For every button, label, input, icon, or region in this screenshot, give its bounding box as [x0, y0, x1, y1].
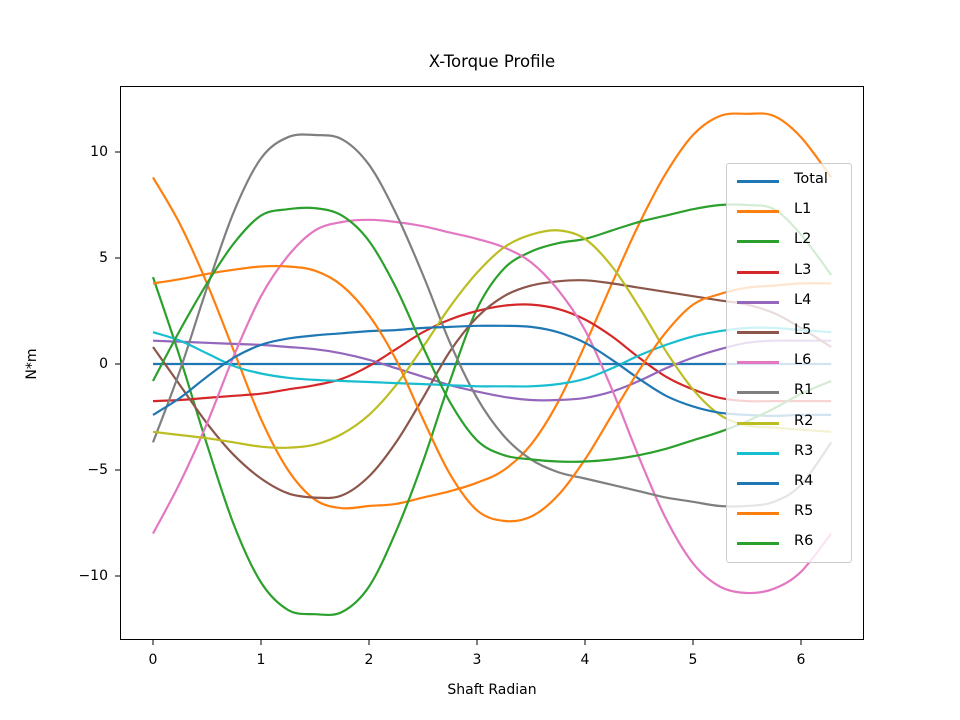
series-line-l2	[151, 203, 833, 617]
legend: Total L1 L2 L3 L4 L5 L6 R1 R2 R3 R4 R5 R6	[726, 163, 852, 563]
legend-swatch	[737, 451, 779, 455]
plot-lines	[151, 112, 833, 617]
y-tick-label: 0	[99, 356, 108, 372]
legend-label: Total	[794, 171, 828, 187]
legend-item-r5: R5	[727, 498, 851, 528]
legend-swatch	[737, 542, 779, 546]
legend-swatch	[737, 240, 779, 244]
legend-swatch	[737, 391, 779, 395]
series-line-l3	[152, 303, 832, 403]
plot-frame	[120, 86, 864, 640]
x-tick-label: 6	[796, 652, 806, 668]
x-tick-label: 0	[148, 652, 158, 668]
legend-item-l5: L5	[727, 317, 851, 347]
x-tick-label: 2	[364, 652, 374, 668]
legend-label: R1	[794, 382, 814, 399]
legend-swatch	[737, 210, 779, 214]
axis-ticks	[115, 151, 802, 645]
legend-swatch	[737, 421, 779, 425]
y-tick-label: 5	[99, 250, 108, 266]
legend-swatch	[737, 300, 779, 304]
series-line-r3	[152, 326, 832, 388]
legend-swatch	[737, 482, 779, 485]
legend-item-l2: L2	[727, 226, 851, 256]
legend-item-l4: L4	[727, 287, 851, 317]
legend-swatch	[737, 270, 779, 274]
y-tick-label: −10	[78, 568, 108, 584]
legend-swatch	[737, 361, 779, 365]
legend-item-l3: L3	[727, 257, 851, 287]
legend-label: L5	[794, 322, 812, 338]
legend-label: L6	[794, 352, 812, 369]
legend-item-r4: R4	[727, 468, 851, 498]
x-tick-label: 3	[472, 652, 482, 668]
legend-item-r3: R3	[727, 438, 851, 468]
series-line-r1	[151, 133, 833, 508]
series-line-l5	[152, 279, 832, 500]
legend-label: R4	[794, 473, 814, 489]
legend-item-r2: R2	[727, 408, 851, 438]
legend-item-l6: L6	[727, 347, 851, 377]
series-line-r4	[152, 324, 832, 418]
series-line-r6	[152, 206, 832, 463]
x-tick-label: 5	[688, 652, 698, 668]
legend-item-r1: R1	[727, 377, 851, 407]
legend-label: R3	[794, 442, 814, 459]
legend-item-total: Total	[727, 166, 851, 196]
legend-label: L3	[794, 261, 812, 278]
legend-label: L1	[794, 201, 812, 218]
legend-label: R5	[794, 503, 814, 520]
legend-label: R6	[794, 533, 814, 550]
legend-item-l1: L1	[727, 196, 851, 226]
y-axis-label: N*m	[24, 348, 40, 380]
x-tick-label: 4	[580, 652, 590, 668]
x-axis-label: Shaft Radian	[447, 682, 537, 698]
legend-swatch	[737, 331, 779, 334]
legend-swatch	[737, 512, 779, 516]
chart-title: X-Torque Profile	[428, 52, 556, 71]
legend-label: R2	[794, 412, 814, 429]
legend-label: L4	[794, 291, 812, 308]
y-tick-label: −5	[87, 462, 108, 478]
series-line-l6	[152, 218, 833, 595]
y-tick-label: 10	[90, 144, 108, 160]
legend-label: L2	[794, 231, 812, 248]
series-line-l1	[152, 112, 833, 510]
x-tick-label: 1	[256, 652, 266, 668]
series-line-r5	[152, 264, 832, 523]
legend-item-r6: R6	[727, 528, 851, 558]
legend-swatch	[737, 180, 779, 183]
